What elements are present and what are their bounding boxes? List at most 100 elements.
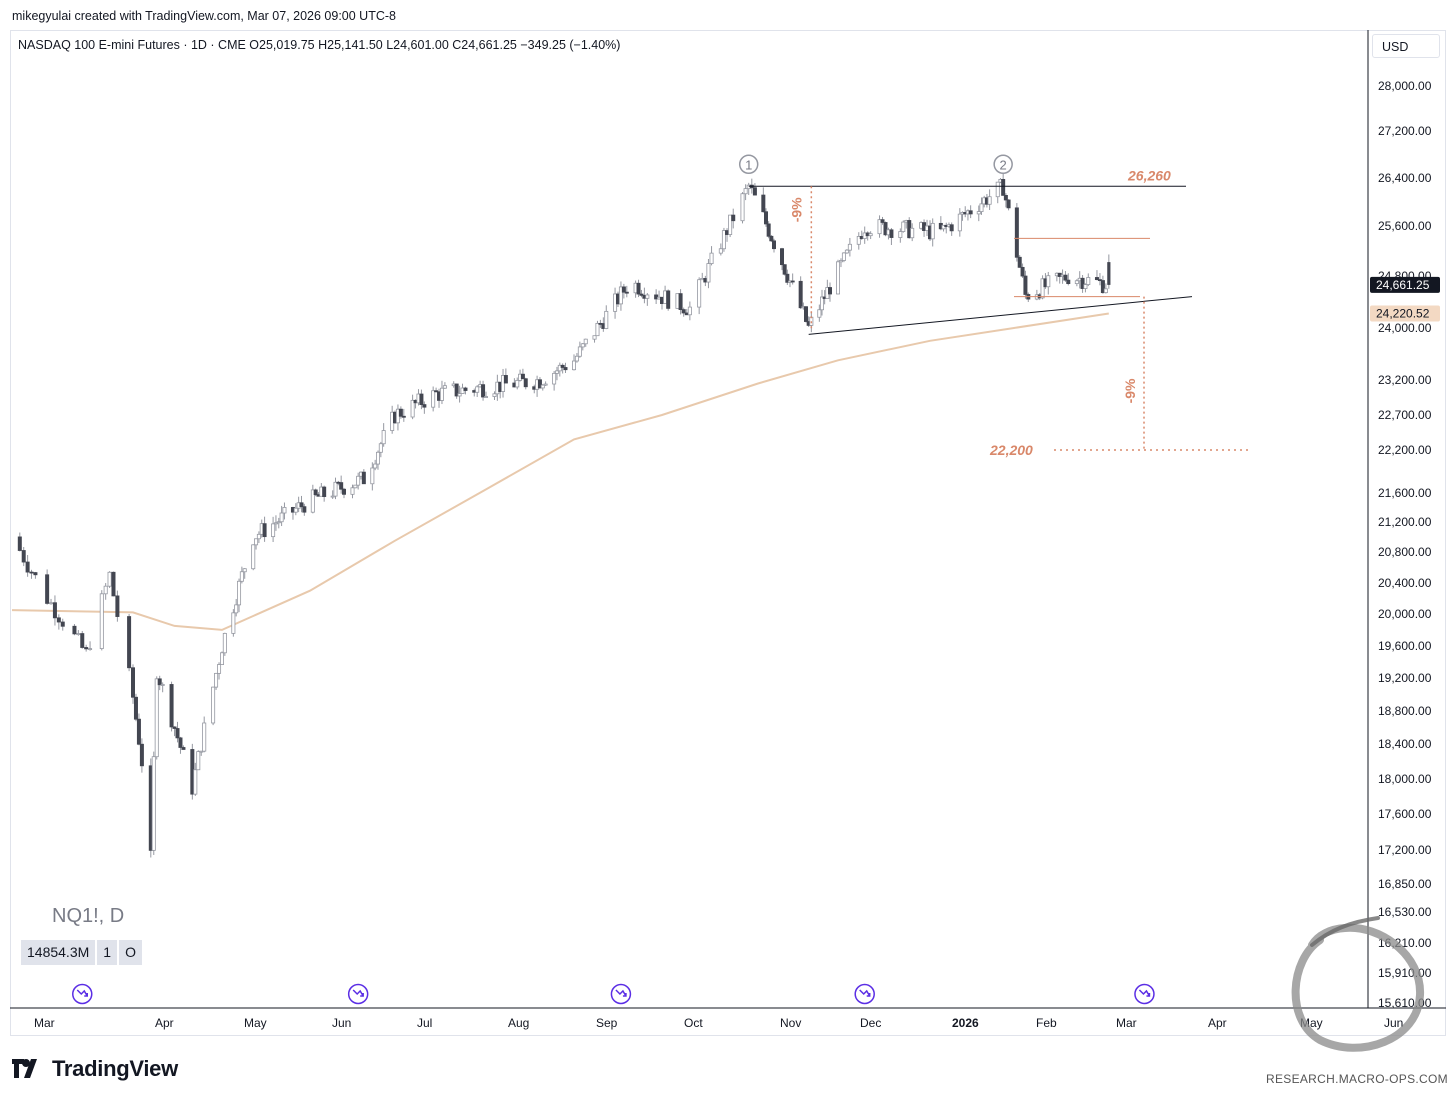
candle-down [681,309,686,314]
candle-down [463,387,468,391]
candle-down [60,621,65,627]
candle-up [239,571,244,582]
candle-down [169,684,174,728]
candle-up [1083,284,1088,289]
last-price-label: 24,661.25 [1376,278,1430,292]
candle-up [256,533,261,540]
candle-down [772,240,777,250]
resistance-label: 26,260 [1127,167,1171,183]
candle-up [543,383,548,386]
volume-field-2[interactable]: O [119,940,142,965]
candle-down [302,506,307,513]
candle-up [687,306,692,316]
candle-up [151,756,156,851]
candle-up [234,604,239,614]
candle-up [381,430,386,445]
candle-up [1074,280,1079,285]
tradingview-logo[interactable]: TradingView [12,1056,178,1082]
candle-down [25,561,30,573]
candle-up [595,322,600,337]
x-tick-label: 2026 [952,1016,979,1030]
candle-down [56,617,61,623]
currency-selector[interactable]: USD [1372,34,1440,58]
candle-down [889,229,894,238]
moving-average [11,312,1109,631]
candle-down [130,667,135,698]
candle-up [1086,277,1091,285]
candle-up [976,211,981,215]
candle-up [697,279,702,308]
candle-down [804,306,809,322]
candle-down [1107,262,1111,285]
candle-up [552,372,557,385]
candle-down [72,625,77,635]
candle-up [910,227,915,239]
y-tick-label: 18,800.00 [1378,704,1432,718]
candle-down [341,488,346,495]
y-tick-label: 17,600.00 [1378,807,1432,821]
candle-down [1006,199,1011,209]
candle-down [172,726,177,729]
candle-up [439,387,444,401]
volume-value: 14854.3M [21,940,96,965]
candle-up [199,750,204,753]
candle-down [798,280,803,309]
volume-field-1[interactable]: 1 [97,940,118,965]
candle-up [378,443,383,453]
candles [17,173,1111,858]
candle-up [222,632,227,654]
measured-move-label-2: -9% [1122,378,1138,403]
candle-up [431,390,436,408]
candle-up [99,593,104,649]
chart-frame [10,30,1446,1036]
candle-up [282,507,287,514]
candle-up [273,522,278,525]
candle-up [214,672,219,688]
candle-up [844,249,849,254]
candle-down [1003,194,1008,201]
x-tick-label: Mar [1116,1016,1137,1030]
candle-up [356,475,361,486]
candle-up [740,193,745,222]
candle-down [537,379,542,389]
candle-down [828,287,833,295]
ma-price-label: 24,220.52 [1376,306,1430,320]
candle-up [251,544,256,570]
candle-down [33,572,38,576]
candle-up [995,181,1000,198]
candle-up [254,538,259,546]
candle-up [457,393,462,397]
candle-down [1097,279,1102,282]
y-tick-label: 19,200.00 [1378,671,1432,685]
y-tick-label: 25,600.00 [1378,219,1432,233]
volume-legend: 14854.3M 1 O [21,940,142,965]
y-tick-label: 16,850.00 [1378,877,1432,891]
publish-caption: mikegyulai created with TradingView.com,… [12,9,396,23]
x-tick-label: Nov [780,1016,801,1030]
candle-down [52,602,57,619]
candle-down [1017,256,1022,268]
x-tick-label: May [244,1016,267,1030]
y-tick-label: 20,000.00 [1378,607,1432,621]
candle-up [49,602,54,605]
candle-down [481,384,486,398]
candle-down [313,489,318,496]
candle-up [501,375,506,392]
candle-down [563,367,568,371]
candle-up [728,214,733,235]
candle-up [370,467,375,485]
candle-up [706,263,711,283]
watermark-text: RESEARCH.MACRO-OPS.COM [1266,1072,1448,1086]
candle-down [339,482,344,490]
candle-up [604,310,609,329]
candle-up [580,343,585,348]
x-tick-label: Feb [1036,1016,1057,1030]
candle-up [217,664,222,674]
economic-event-glyph [352,989,364,997]
x-axis: Mar Apr May Jun Jul Aug Sep Oct Nov Dec 2026 Feb Mar… [34,1016,1403,1030]
y-tick-label: 15,910.00 [1378,966,1432,980]
candle-down [639,293,644,296]
candle-down [1014,207,1019,258]
candle-down [111,571,116,597]
